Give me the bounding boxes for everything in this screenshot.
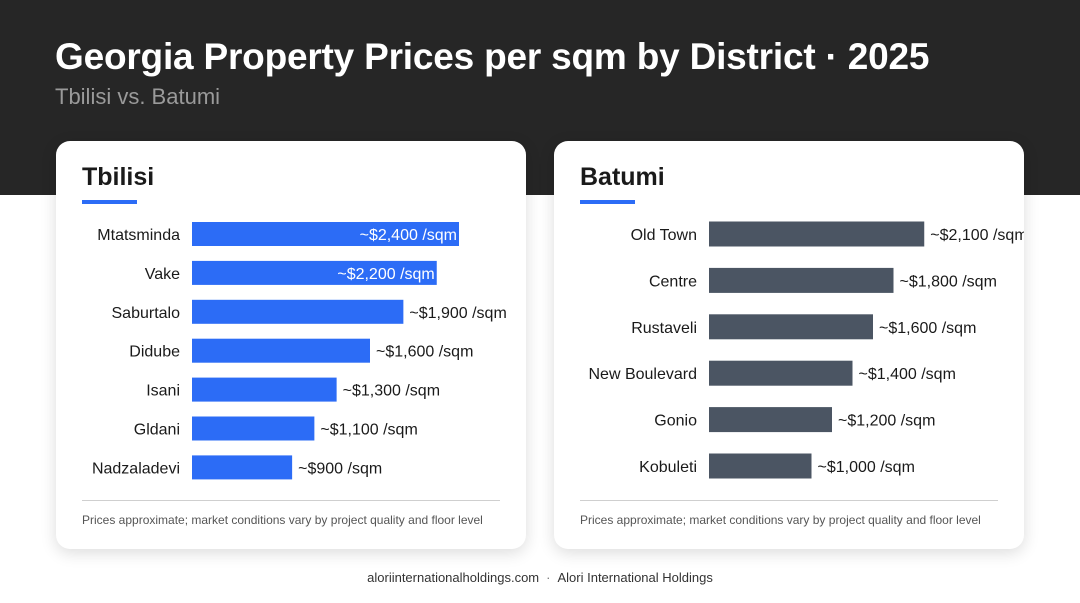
value-label: ~$1,800 /sqm: [900, 273, 997, 290]
card-divider: [580, 500, 998, 501]
title-underline: [82, 200, 137, 204]
bar: [709, 453, 812, 479]
bar: [709, 407, 832, 433]
category-label: Mtatsminda: [97, 227, 180, 244]
value-label: ~$1,100 /sqm: [320, 422, 417, 439]
tbilisi-card: Tbilisi Mtatsminda ~$2,400 /sqm Vake ~$2,20…: [56, 141, 526, 549]
category-label: Kobuleti: [639, 459, 697, 476]
category-label: Rustaveli: [631, 320, 697, 337]
title-underline: [580, 200, 635, 204]
category-label: Nadzaladevi: [92, 460, 180, 477]
card-footnote: Prices approximate; market conditions va…: [82, 513, 483, 527]
bar: [192, 299, 404, 324]
value-label: ~$2,100 /sqm: [930, 227, 1024, 244]
category-label: Vake: [145, 266, 180, 283]
batumi-card: Batumi Old Town ~$2,100 /sqm Centre ~$1,800…: [554, 141, 1024, 549]
bar: [709, 221, 925, 247]
bar: [709, 360, 853, 386]
footer-website: aloriinternationalholdings.com: [367, 570, 540, 585]
category-label: Gonio: [654, 413, 697, 430]
bar: [709, 267, 894, 293]
card-title-tbilisi: Tbilisi: [82, 163, 155, 191]
card-divider: [82, 500, 500, 501]
bar: [192, 455, 293, 480]
bar: [192, 260, 437, 285]
tbilisi-bar-chart: Mtatsminda ~$2,400 /sqm Vake ~$2,200 /sqm Sa…: [92, 222, 507, 480]
category-label: Saburtalo: [112, 305, 181, 322]
value-label: ~$2,400 /sqm: [360, 227, 457, 244]
category-label: Gldani: [134, 422, 180, 439]
page-title: Georgia Property Prices per sqm by Distr…: [55, 36, 930, 77]
bar: [192, 338, 370, 363]
bar: [709, 314, 873, 340]
footer-separator: ·: [546, 570, 551, 585]
bar: [192, 416, 315, 441]
value-label: ~$900 /sqm: [298, 460, 382, 477]
category-label: Didube: [129, 344, 180, 361]
value-label: ~$1,600 /sqm: [376, 344, 473, 361]
category-label: Centre: [649, 273, 697, 290]
footer-company: Alori International Holdings: [557, 570, 713, 585]
value-label: ~$1,400 /sqm: [859, 366, 956, 383]
value-label: ~$1,900 /sqm: [409, 305, 506, 322]
bar: [192, 377, 337, 402]
value-label: ~$1,000 /sqm: [818, 459, 915, 476]
card-title-batumi: Batumi: [580, 163, 665, 191]
page-subtitle: Tbilisi vs. Batumi: [55, 84, 221, 109]
value-label: ~$1,300 /sqm: [343, 383, 440, 400]
page-footer: aloriinternationalholdings.com · Alori Int…: [0, 570, 1080, 585]
category-label: Isani: [146, 383, 180, 400]
value-label: ~$1,200 /sqm: [838, 413, 935, 430]
card-footnote: Prices approximate; market conditions va…: [580, 513, 981, 527]
value-label: ~$2,200 /sqm: [337, 266, 434, 283]
category-label: New Boulevard: [589, 366, 698, 383]
bar: [192, 222, 459, 246]
category-label: Old Town: [631, 227, 697, 244]
value-label: ~$1,600 /sqm: [879, 320, 976, 337]
batumi-bar-chart: Old Town ~$2,100 /sqm Centre ~$1,800 /sqm Ru…: [589, 221, 1024, 479]
